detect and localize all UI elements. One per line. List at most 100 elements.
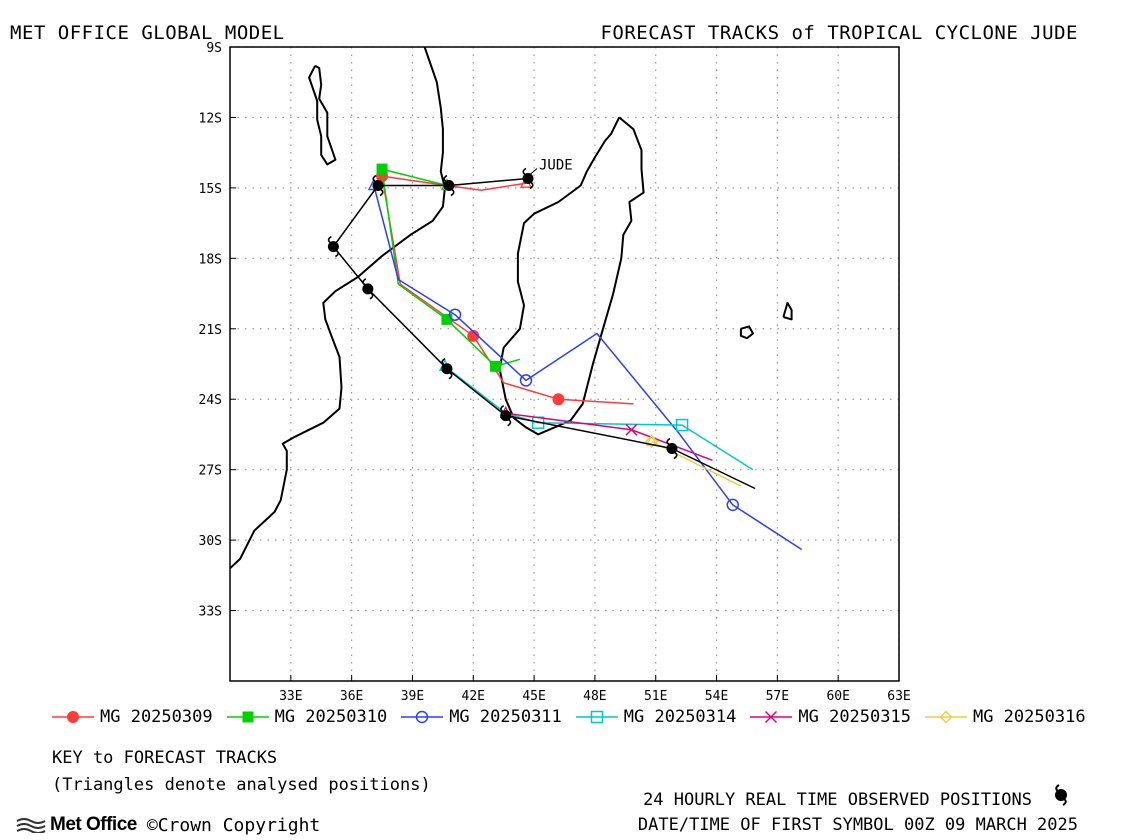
key-note: (Triangles denote analysed positions) xyxy=(52,775,431,795)
cyclone-symbol-arm xyxy=(507,419,512,427)
coastline-reunion xyxy=(739,325,754,340)
y-tick-label: 33S xyxy=(199,605,222,620)
track-marker xyxy=(441,313,453,325)
legend-swatch xyxy=(52,711,94,723)
observed-position-symbol xyxy=(443,174,455,197)
cyclone-symbol-core xyxy=(443,180,455,192)
legend: MG 20250309 MG 20250310 MG 20250311 MG 2025… xyxy=(52,707,1122,729)
y-tick-label: 9S xyxy=(206,41,222,56)
x-tick-label: 51E xyxy=(644,689,667,700)
track-marker xyxy=(490,360,502,372)
x-tick-label: 60E xyxy=(826,689,849,700)
y-tick-label: 18S xyxy=(199,252,222,267)
observed-position-symbol xyxy=(500,404,512,427)
cyclone-symbol-core xyxy=(372,180,384,192)
cyclone-symbol-arm xyxy=(372,174,377,183)
track-marker xyxy=(519,374,533,387)
brand-name: Met Office xyxy=(50,814,137,835)
x-tick-label: 54E xyxy=(705,689,728,700)
track-line xyxy=(373,185,803,551)
y-tick-label: 27S xyxy=(199,464,222,479)
x-tick-label: 63E xyxy=(887,689,910,700)
legend-swatch xyxy=(924,710,967,724)
observed-position-symbol xyxy=(362,278,374,300)
track-line xyxy=(444,365,754,471)
cyclone-symbol-arm xyxy=(673,451,678,460)
cyclone-symbol-core xyxy=(522,172,534,184)
cyclone-symbol-arm xyxy=(362,278,367,286)
cyclone-symbol-core xyxy=(666,443,678,455)
x-tick-label: 45E xyxy=(522,689,545,700)
legend-item: MG 20250311 xyxy=(401,707,562,727)
x-tick-label: 48E xyxy=(583,689,606,700)
observed-position-symbol xyxy=(372,174,384,197)
legend-label: MG 20250310 xyxy=(274,707,388,727)
legend-swatch-marker xyxy=(415,710,429,724)
cyclone-symbol-core xyxy=(362,283,374,295)
storm-label-leader xyxy=(529,168,538,175)
cyclone-symbol-core xyxy=(500,410,512,422)
coastline-madagascar xyxy=(498,116,645,436)
y-tick-label: 24S xyxy=(199,393,222,408)
analysed-position-triangle xyxy=(645,434,658,447)
y-tick-label: 15S xyxy=(199,182,222,197)
observed-track-line xyxy=(332,177,756,490)
key-title: KEY to FORECAST TRACKS xyxy=(52,748,278,768)
cyclone-symbol-arm xyxy=(450,188,455,197)
track-marker xyxy=(448,308,462,321)
legend-swatch xyxy=(575,710,618,724)
observed-position-symbol xyxy=(522,167,534,190)
coastline-africa xyxy=(229,46,446,570)
legend-swatch xyxy=(226,711,269,723)
copyright-text: ©Crown Copyright xyxy=(146,814,321,836)
cyclone-symbol-arm xyxy=(334,249,339,258)
legend-swatch xyxy=(750,710,793,724)
cyclone-symbol-icon xyxy=(1055,784,1067,806)
track-map-chart: 33E 36E 39E 42E 45E 48E 51E 54E 57E 60E 63E 9S 12S 1… xyxy=(199,41,911,700)
observed-position-symbol xyxy=(666,437,678,460)
chart-grid xyxy=(230,46,900,681)
x-tick-label: 57E xyxy=(766,689,789,700)
x-tick-label: 33E xyxy=(279,689,302,700)
track-marker xyxy=(645,434,659,449)
cyclone-symbol-arm xyxy=(529,181,534,190)
legend-item: MG 20250309 xyxy=(52,707,213,727)
legend-item: MG 20250314 xyxy=(575,707,736,727)
track-marker xyxy=(625,423,638,436)
cyclone-symbol-arm xyxy=(369,292,374,300)
cyclone-symbol-arm xyxy=(327,235,332,244)
forecast-track-mg-20250316 xyxy=(645,434,742,487)
legend-swatch-marker xyxy=(590,710,604,724)
legend-label: MG 20250311 xyxy=(449,707,562,727)
header-model-title: MET OFFICE GLOBAL MODEL xyxy=(10,22,285,44)
coastline-lake-malawi xyxy=(308,64,337,166)
legend-swatch-marker xyxy=(765,710,778,724)
x-tick-label: 42E xyxy=(462,689,485,700)
plot-frame xyxy=(229,46,900,682)
legend-label: MG 20250309 xyxy=(100,707,213,727)
header-chart-title: FORECAST TRACKS of TROPICAL CYCLONE JUDE xyxy=(600,22,1078,44)
cyclone-symbol-arm xyxy=(666,437,671,446)
track-marker xyxy=(376,163,388,175)
legend-swatch-marker xyxy=(242,711,254,723)
legend-swatch xyxy=(401,710,444,724)
forecast-track-mg-20250314 xyxy=(438,358,754,471)
legend-swatch-marker xyxy=(939,710,953,724)
x-tick-label: 39E xyxy=(401,689,424,700)
coastlines xyxy=(229,46,793,570)
track-line xyxy=(651,440,742,487)
legend-label: MG 20250315 xyxy=(798,707,911,727)
y-axis-ticks: 9S 12S 15S 18S 21S 24S 27S 30S 33S xyxy=(199,41,236,620)
x-axis-ticks: 33E 36E 39E 42E 45E 48E 51E 54E 57E 60E 63E xyxy=(279,675,911,700)
legend-label: MG 20250316 xyxy=(972,707,1086,727)
first-symbol-date: DATE/TIME OF FIRST SYMBOL 00Z 09 MARCH 2… xyxy=(637,815,1078,835)
coastline-mauritius xyxy=(782,301,793,321)
cyclone-symbol-arm xyxy=(443,174,448,183)
observed-position-symbol xyxy=(327,235,339,258)
storm-name-label: JUDE xyxy=(539,157,573,173)
track-marker xyxy=(552,393,565,406)
legend-swatch-marker xyxy=(67,711,79,723)
legend-item: MG 20250316 xyxy=(924,707,1086,727)
legend-item: MG 20250315 xyxy=(750,707,911,727)
cyclone-symbol-arm xyxy=(379,188,384,197)
